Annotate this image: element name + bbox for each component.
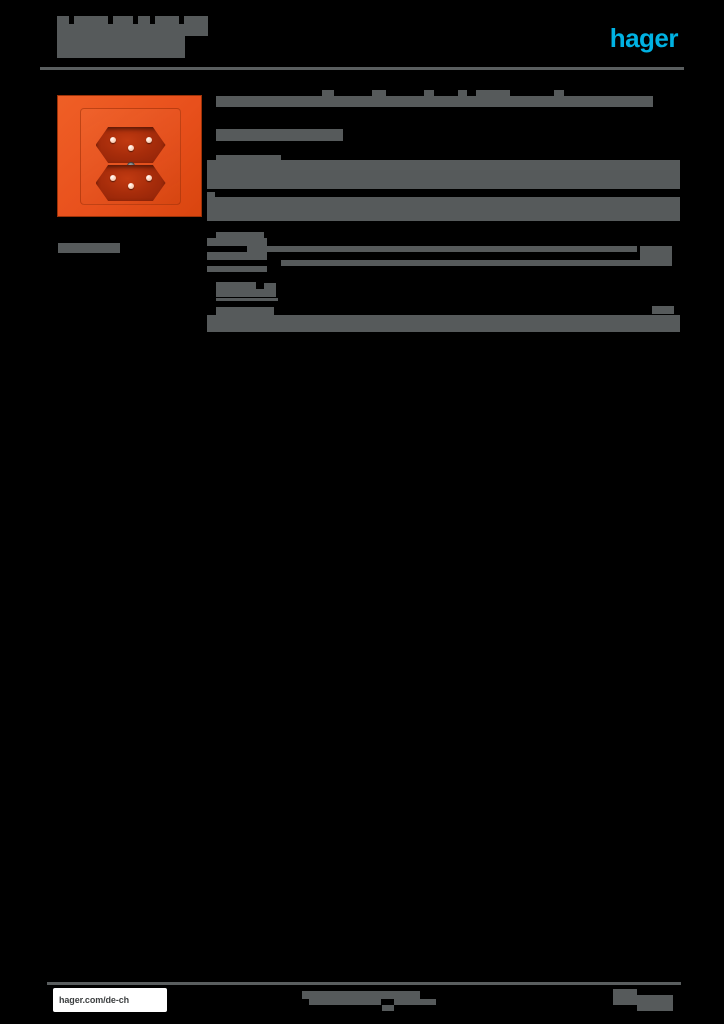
product-image xyxy=(57,95,202,217)
spec-label-3a xyxy=(216,282,256,289)
header-divider xyxy=(40,67,684,70)
heading-ascender-5 xyxy=(476,90,510,96)
footer-page-line-1 xyxy=(613,989,637,995)
heading-ascender-4 xyxy=(458,90,467,96)
socket-outlet-top xyxy=(95,127,166,163)
spec-underline-3 xyxy=(216,298,278,301)
hager-logo: hager xyxy=(609,23,679,53)
spec-row-3a xyxy=(216,289,276,297)
footer-center-line-1 xyxy=(302,991,420,999)
heading-ascender-3 xyxy=(424,90,434,96)
heading-main xyxy=(216,96,579,107)
footer-center-mark xyxy=(382,1005,394,1011)
spec-row-4a xyxy=(207,315,680,332)
spec-badge-4 xyxy=(652,306,674,314)
heading-main-tail xyxy=(579,96,653,107)
footer-page-line-3 xyxy=(637,1005,673,1011)
sidebar-section-label xyxy=(58,243,120,253)
socket-pin-left xyxy=(109,175,116,181)
heading-ascender-6 xyxy=(554,90,564,96)
footer-url-link[interactable]: hager.com/de-ch xyxy=(53,988,167,1012)
spec-label-1b xyxy=(207,192,215,197)
spec-value-2a xyxy=(247,246,637,252)
socket-pin-left xyxy=(109,137,116,143)
spec-row-1b xyxy=(207,197,680,221)
spec-badge-2 xyxy=(640,246,672,266)
header-title-line-1f xyxy=(184,16,208,24)
spec-row-1a xyxy=(207,160,680,189)
spec-row-2b xyxy=(207,252,267,260)
header-title-line-1d xyxy=(138,16,150,24)
product-subheading xyxy=(216,129,343,141)
header-title-line-2 xyxy=(57,24,208,36)
header-title-line-1b xyxy=(74,16,108,24)
spec-label-4a xyxy=(216,307,274,315)
footer-center-line-2 xyxy=(309,999,381,1005)
socket-pin-earth xyxy=(127,145,134,151)
socket-outlet-bottom xyxy=(95,165,166,201)
spec-value-2b xyxy=(281,260,656,266)
heading-ascender-2 xyxy=(372,90,386,96)
footer-divider xyxy=(47,982,681,985)
header-title-line-1 xyxy=(57,16,69,24)
footer-page-line-2 xyxy=(613,995,673,1005)
heading-ascender-1 xyxy=(322,90,334,96)
spec-label-2a xyxy=(216,232,264,238)
spec-row-2c xyxy=(207,266,267,272)
header-title-line-3 xyxy=(57,36,185,58)
socket-pin-right xyxy=(145,175,152,181)
socket-pin-earth xyxy=(127,183,134,189)
header-title-line-1c xyxy=(113,16,133,24)
spec-row-2a xyxy=(207,238,267,246)
socket-plate-frame xyxy=(80,108,181,205)
footer-center-line-3 xyxy=(394,999,436,1005)
spec-label-1a xyxy=(216,155,281,160)
spec-mark-3 xyxy=(264,283,276,289)
socket-pin-right xyxy=(145,137,152,143)
header-title-line-1e xyxy=(155,16,179,24)
